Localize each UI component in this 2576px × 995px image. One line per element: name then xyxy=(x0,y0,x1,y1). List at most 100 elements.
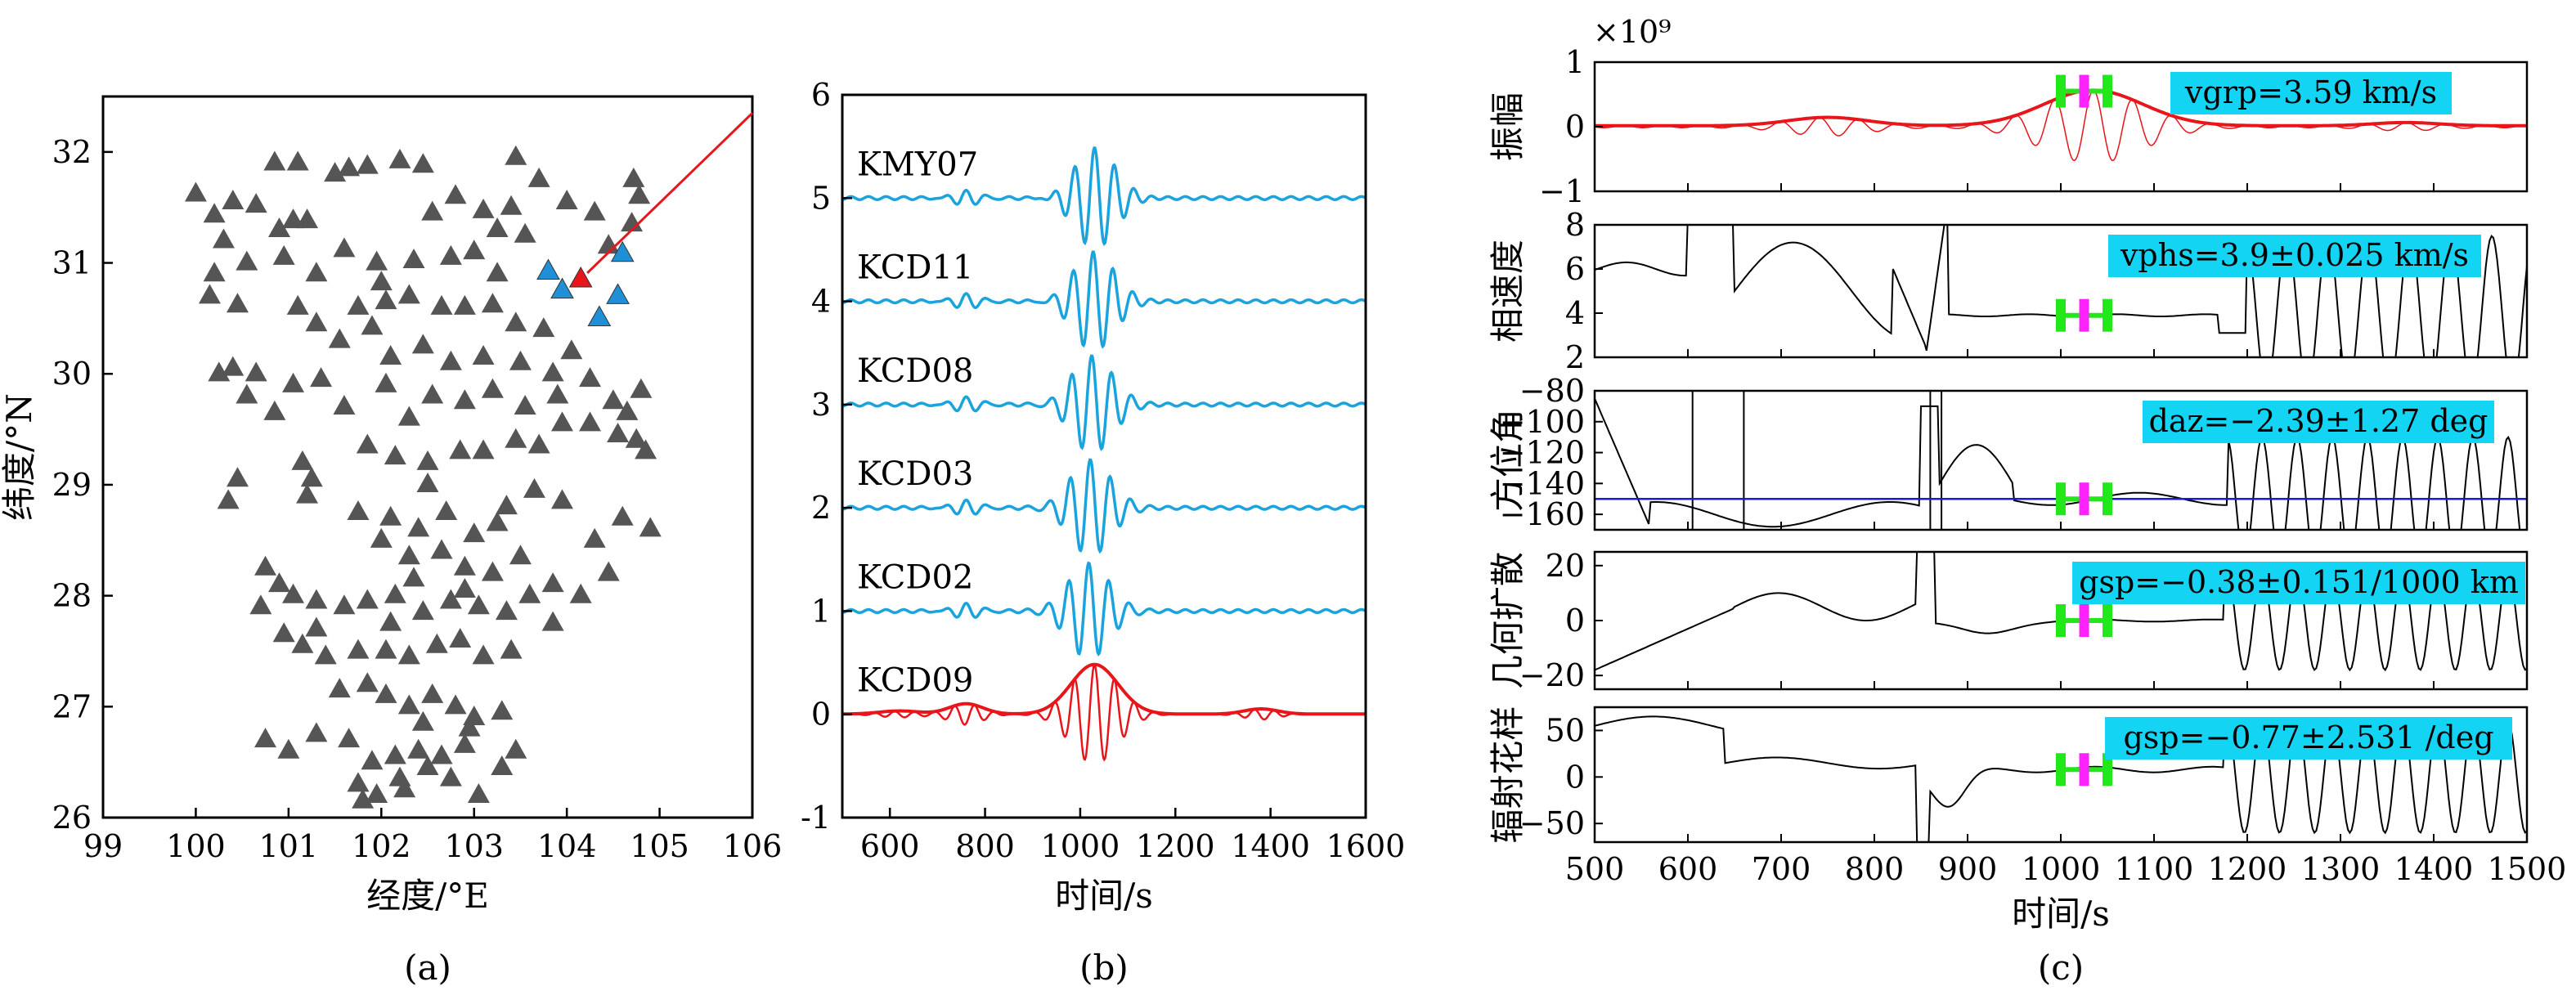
station-marker xyxy=(277,738,300,759)
station-name-kcd03: KCD03 xyxy=(857,455,973,493)
window-center-marker xyxy=(2079,604,2089,637)
station-marker xyxy=(333,237,356,258)
station-marker xyxy=(421,683,444,703)
trace-kcd08 xyxy=(842,354,1366,451)
selected-station-marker xyxy=(536,258,560,280)
station-marker xyxy=(222,190,245,210)
station-marker xyxy=(384,445,406,465)
panel-b-frame xyxy=(841,93,1367,819)
station-marker xyxy=(611,505,634,526)
station-marker xyxy=(254,728,276,748)
station-marker xyxy=(453,389,476,410)
station-marker xyxy=(282,208,305,229)
station-marker xyxy=(630,378,653,398)
station-marker xyxy=(467,782,490,803)
station-marker xyxy=(245,193,267,213)
station-marker xyxy=(449,628,472,648)
station-marker xyxy=(328,678,351,698)
panel-c-ytick-label: −120 xyxy=(1500,435,1585,471)
station-marker xyxy=(379,505,402,526)
panel-a-xtick-label: 102 xyxy=(352,828,411,864)
station-marker xyxy=(282,583,305,603)
station-marker xyxy=(602,389,625,410)
panel-c-ytick-label: −140 xyxy=(1500,465,1585,501)
panel-c-xtick-label: 900 xyxy=(1938,851,1998,887)
panel-c-ylabel: 辐射花样 xyxy=(1488,706,1528,843)
station-marker xyxy=(486,511,509,531)
station-name-kcd08: KCD08 xyxy=(857,352,973,390)
event-marker xyxy=(568,266,593,288)
panel-a-xtick-label: 100 xyxy=(166,828,226,864)
station-marker xyxy=(375,639,397,659)
panel-c-xtick-label: 600 xyxy=(1658,851,1718,887)
trace-kcd09 xyxy=(842,663,1366,762)
station-marker xyxy=(402,248,425,268)
panel-c-label: (c) xyxy=(2038,948,2084,988)
panel-b-ytick-label: 2 xyxy=(811,490,831,526)
station-marker xyxy=(560,339,583,360)
station-marker xyxy=(203,203,226,223)
station-marker xyxy=(416,450,439,470)
station-marker xyxy=(458,716,481,737)
station-marker xyxy=(579,367,601,388)
panel-c-ytick-label: 0 xyxy=(1565,109,1585,145)
panel-c-badge-text: gsp=−0.77±2.531 /deg xyxy=(2123,719,2493,755)
panel-a-xlabel: 经度/°E xyxy=(366,876,489,916)
station-marker xyxy=(226,467,249,487)
panel-c-ytick-label: 8 xyxy=(1565,207,1585,243)
station-marker xyxy=(579,411,601,432)
station-marker xyxy=(347,772,370,792)
station-marker xyxy=(491,700,514,720)
station-marker xyxy=(439,766,462,787)
panel-c-ytick-label: 0 xyxy=(1565,759,1585,795)
station-marker xyxy=(388,148,411,168)
station-marker xyxy=(375,289,397,310)
panel-b: 600 800 1000 1200 1400 1600 -1 0 1 2 3 4 5 6 KMY07 KCD… xyxy=(801,77,1405,988)
station-marker xyxy=(282,372,305,392)
panel-c-xtick-label: 700 xyxy=(1752,851,1811,887)
panel-b-ytick-label: -1 xyxy=(801,800,831,836)
station-marker xyxy=(430,744,453,764)
panel-c-ytick-label: −160 xyxy=(1500,496,1585,532)
event-direction-arrow xyxy=(586,112,754,274)
station-marker xyxy=(236,383,258,404)
selected-station-marker xyxy=(610,240,635,262)
panel-a-stations xyxy=(184,145,662,809)
station-marker xyxy=(550,411,573,432)
window-edge-marker xyxy=(2103,753,2112,787)
station-marker xyxy=(505,738,527,759)
station-marker xyxy=(518,583,541,603)
station-marker xyxy=(397,284,420,304)
panel-c-ytick-label: 2 xyxy=(1565,339,1585,375)
station-marker xyxy=(375,683,397,703)
station-marker xyxy=(597,561,620,581)
station-marker xyxy=(425,633,448,653)
panel-a-ytick-label: 27 xyxy=(52,688,92,724)
station-marker xyxy=(397,694,420,715)
station-marker xyxy=(263,150,286,171)
station-marker xyxy=(305,589,328,609)
station-marker xyxy=(305,616,328,637)
panel-c-ytick-label: −100 xyxy=(1500,404,1585,440)
station-marker xyxy=(347,639,370,659)
station-marker xyxy=(481,293,504,313)
station-marker xyxy=(514,395,536,415)
panel-c-xlabel: 时间/s xyxy=(2012,894,2110,934)
station-marker xyxy=(472,644,495,665)
station-marker xyxy=(411,153,434,173)
panel-c-badge xyxy=(2170,72,2452,114)
station-marker xyxy=(249,594,272,615)
station-marker xyxy=(505,145,527,165)
window-edge-marker xyxy=(2056,604,2066,637)
panel-b-xtick-label: 600 xyxy=(860,828,920,864)
station-marker xyxy=(236,250,258,271)
window-center-marker xyxy=(2079,74,2089,108)
station-marker xyxy=(208,361,231,382)
station-marker xyxy=(622,167,645,187)
station-marker xyxy=(254,555,276,576)
station-marker xyxy=(361,315,384,335)
panel-c-badge-text: daz=−2.39±1.27 deg xyxy=(2149,403,2488,439)
panel-b-xtick-label: 1000 xyxy=(1041,828,1120,864)
panel-a-label: (a) xyxy=(404,948,451,988)
station-marker xyxy=(245,361,267,382)
